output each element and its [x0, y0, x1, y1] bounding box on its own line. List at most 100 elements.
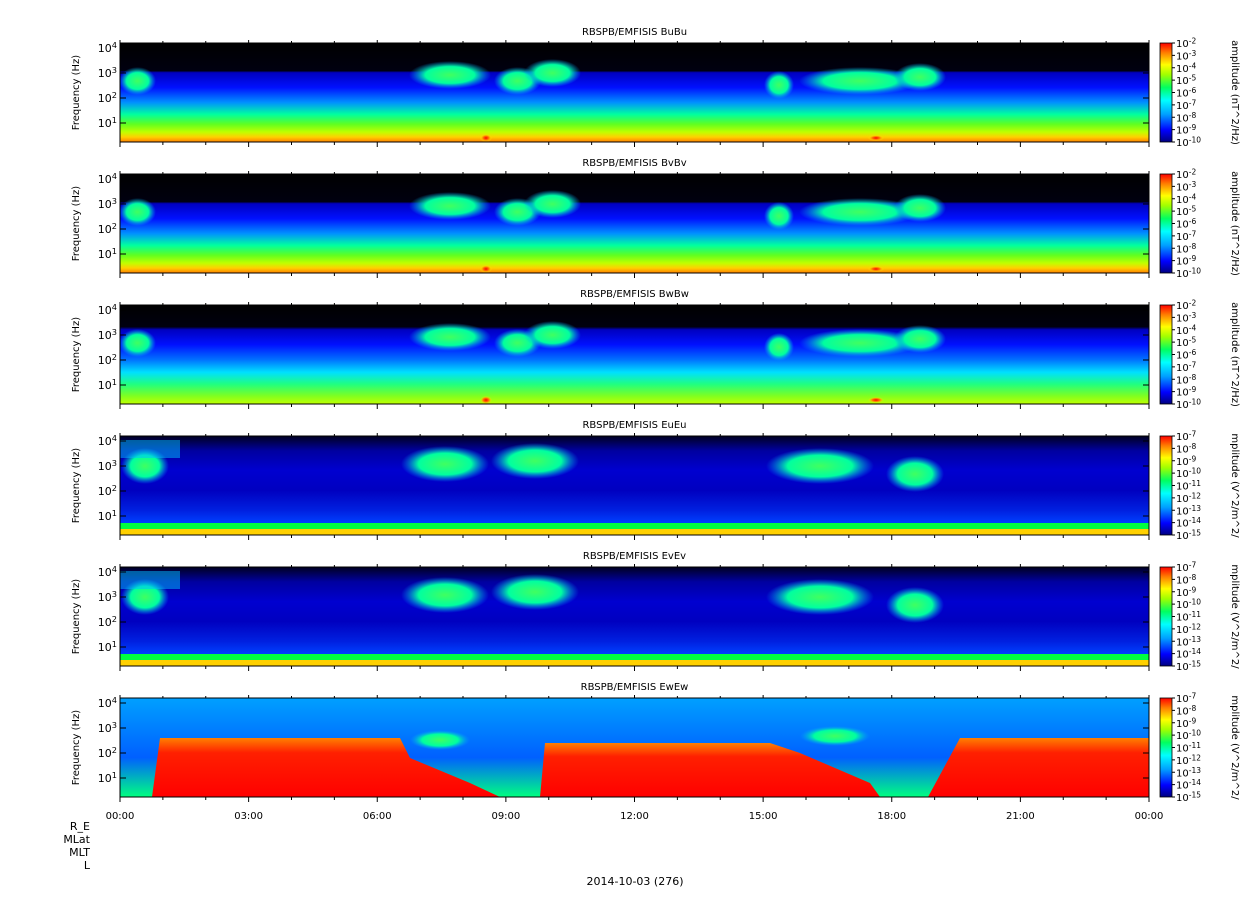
y-tick-label: 101 — [98, 508, 117, 523]
panel-title: RBSPB/EMFISIS BuBu — [582, 27, 687, 38]
wave-emission — [894, 194, 946, 222]
colorbar-tick-label: 10-2 — [1176, 299, 1196, 313]
colorbar-tick-label: 10-10 — [1176, 467, 1201, 481]
y-axis-label: Frequency (Hz) — [71, 55, 82, 131]
y-tick-label: 103 — [98, 65, 117, 80]
ephemeris-label-mlat: MLat — [40, 834, 90, 846]
red-fill-region — [540, 743, 880, 797]
wave-emission — [766, 579, 874, 615]
ephemeris-label-mlt: MLT — [40, 847, 90, 859]
y-tick-label: 103 — [98, 720, 117, 735]
x-tick-label: 15:00 — [749, 811, 778, 822]
colorbar: 10-710-810-910-1010-1110-1210-1310-1410-… — [1159, 430, 1240, 543]
colorbar-tick-label: 10-11 — [1176, 610, 1201, 624]
x-tick-label: 00:00 — [1135, 811, 1164, 822]
colorbar-tick-label: 10-8 — [1176, 373, 1196, 387]
colorbar: 10-710-810-910-1010-1110-1210-1310-1410-… — [1159, 692, 1240, 805]
wave-emission — [764, 333, 794, 361]
y-tick-label: 104 — [98, 40, 117, 55]
chorus-band — [120, 440, 180, 458]
colorbar-tick-label: 10-5 — [1176, 205, 1196, 219]
wave-emission — [766, 448, 874, 484]
wave-emission — [401, 446, 489, 482]
colorbar-tick-label: 10-6 — [1176, 86, 1196, 100]
y-tick-label: 104 — [98, 171, 117, 186]
colorbar: 10-210-310-410-510-610-710-810-910-10 amp… — [1159, 168, 1240, 281]
colorbar-label: amplitude (nT^2/Hz) — [1229, 40, 1240, 145]
hot-spot — [868, 397, 884, 403]
colorbar-tick-label: 10-15 — [1176, 529, 1201, 543]
colorbar-tick-label: 10-12 — [1176, 622, 1201, 636]
wave-emission — [491, 574, 579, 610]
y-axis-label: Frequency (Hz) — [71, 448, 82, 524]
colorbar-tick-label: 10-14 — [1176, 778, 1201, 792]
y-tick-label: 102 — [98, 614, 117, 629]
spectrogram-panel-4: RBSPB/EMFISIS EuEu 101 102 103 104 Frequency … — [71, 420, 1240, 542]
colorbar-tick-label: 10-3 — [1176, 311, 1196, 325]
y-tick-label: 104 — [98, 695, 117, 710]
wave-emission — [800, 726, 870, 746]
colorbar: 10-710-810-910-1010-1110-1210-1310-1410-… — [1159, 561, 1240, 673]
spectrogram-background — [120, 43, 1149, 142]
colorbar-tick-label: 10-4 — [1176, 192, 1196, 206]
wave-emission — [799, 329, 921, 357]
colorbar-tick-label: 10-13 — [1176, 504, 1201, 518]
spectrogram-panel-3: RBSPB/EMFISIS BwBw 101 102 103 104 Frequency … — [71, 289, 1240, 411]
wave-emission — [410, 730, 470, 750]
base-band — [120, 529, 1149, 535]
colorbar-tick-label: 10-9 — [1176, 385, 1196, 399]
colorbar-tick-label: 10-5 — [1176, 336, 1196, 350]
colorbar-tick-label: 10-8 — [1176, 242, 1196, 256]
wave-emission — [894, 63, 946, 91]
colorbar-gradient — [1159, 42, 1173, 143]
ephemeris-label-l: L — [40, 860, 90, 872]
y-axis-label: Frequency (Hz) — [71, 710, 82, 786]
colorbar-tick-label: 10-10 — [1176, 267, 1201, 281]
wave-emission — [799, 67, 921, 95]
colorbar-tick-label: 10-5 — [1176, 74, 1196, 88]
y-tick-label: 102 — [98, 352, 117, 367]
panel-title: RBSPB/EMFISIS EvEv — [583, 551, 686, 562]
panel-title: RBSPB/EMFISIS EuEu — [582, 420, 686, 431]
colorbar-tick-label: 10-11 — [1176, 479, 1201, 493]
wave-emission — [524, 190, 581, 218]
low-band — [120, 654, 1149, 660]
hot-spot — [480, 265, 492, 273]
colorbar-tick-label: 10-4 — [1176, 323, 1196, 337]
colorbar-tick-label: 10-3 — [1176, 49, 1196, 63]
colorbar-tick-label: 10-13 — [1176, 635, 1201, 649]
colorbar-tick-label: 10-12 — [1176, 753, 1201, 767]
colorbar-tick-label: 10-10 — [1176, 398, 1201, 412]
wave-emission — [799, 198, 921, 226]
ephemeris-label-re-text: R_E — [69, 820, 90, 833]
chorus-band — [120, 571, 180, 589]
hot-spot — [868, 135, 884, 141]
colorbar-tick-label: 10-7 — [1176, 360, 1196, 374]
colorbar-tick-label: 10-15 — [1176, 791, 1201, 805]
spectrogram-background — [120, 174, 1149, 273]
wave-emission — [886, 587, 944, 623]
y-axis-label: Frequency (Hz) — [71, 186, 82, 262]
colorbar-tick-label: 10-3 — [1176, 180, 1196, 194]
colorbar-tick-label: 10-9 — [1176, 454, 1196, 468]
y-tick-label: 102 — [98, 221, 117, 236]
colorbar-label: mplitude (V^2/m^2/ — [1229, 564, 1240, 669]
x-tick-label: 21:00 — [1006, 811, 1035, 822]
spectrogram-background — [120, 305, 1149, 404]
colorbar-tick-label: 10-8 — [1176, 704, 1196, 718]
wave-emission — [886, 456, 944, 492]
wave-emission — [119, 329, 156, 357]
base-band — [120, 660, 1149, 666]
spectrogram-background — [120, 567, 1149, 666]
red-fill-region — [152, 738, 500, 797]
wave-emission — [119, 198, 156, 226]
x-tick-label: 18:00 — [877, 811, 906, 822]
colorbar-tick-label: 10-7 — [1176, 229, 1196, 243]
colorbar-tick-label: 10-14 — [1176, 516, 1201, 530]
y-tick-label: 103 — [98, 196, 117, 211]
y-tick-label: 103 — [98, 589, 117, 604]
colorbar-label: mplitude (V^2/m^2/ — [1229, 433, 1240, 538]
colorbar-tick-label: 10-7 — [1176, 430, 1196, 444]
y-tick-label: 102 — [98, 90, 117, 105]
colorbar-tick-label: 10-8 — [1176, 111, 1196, 125]
